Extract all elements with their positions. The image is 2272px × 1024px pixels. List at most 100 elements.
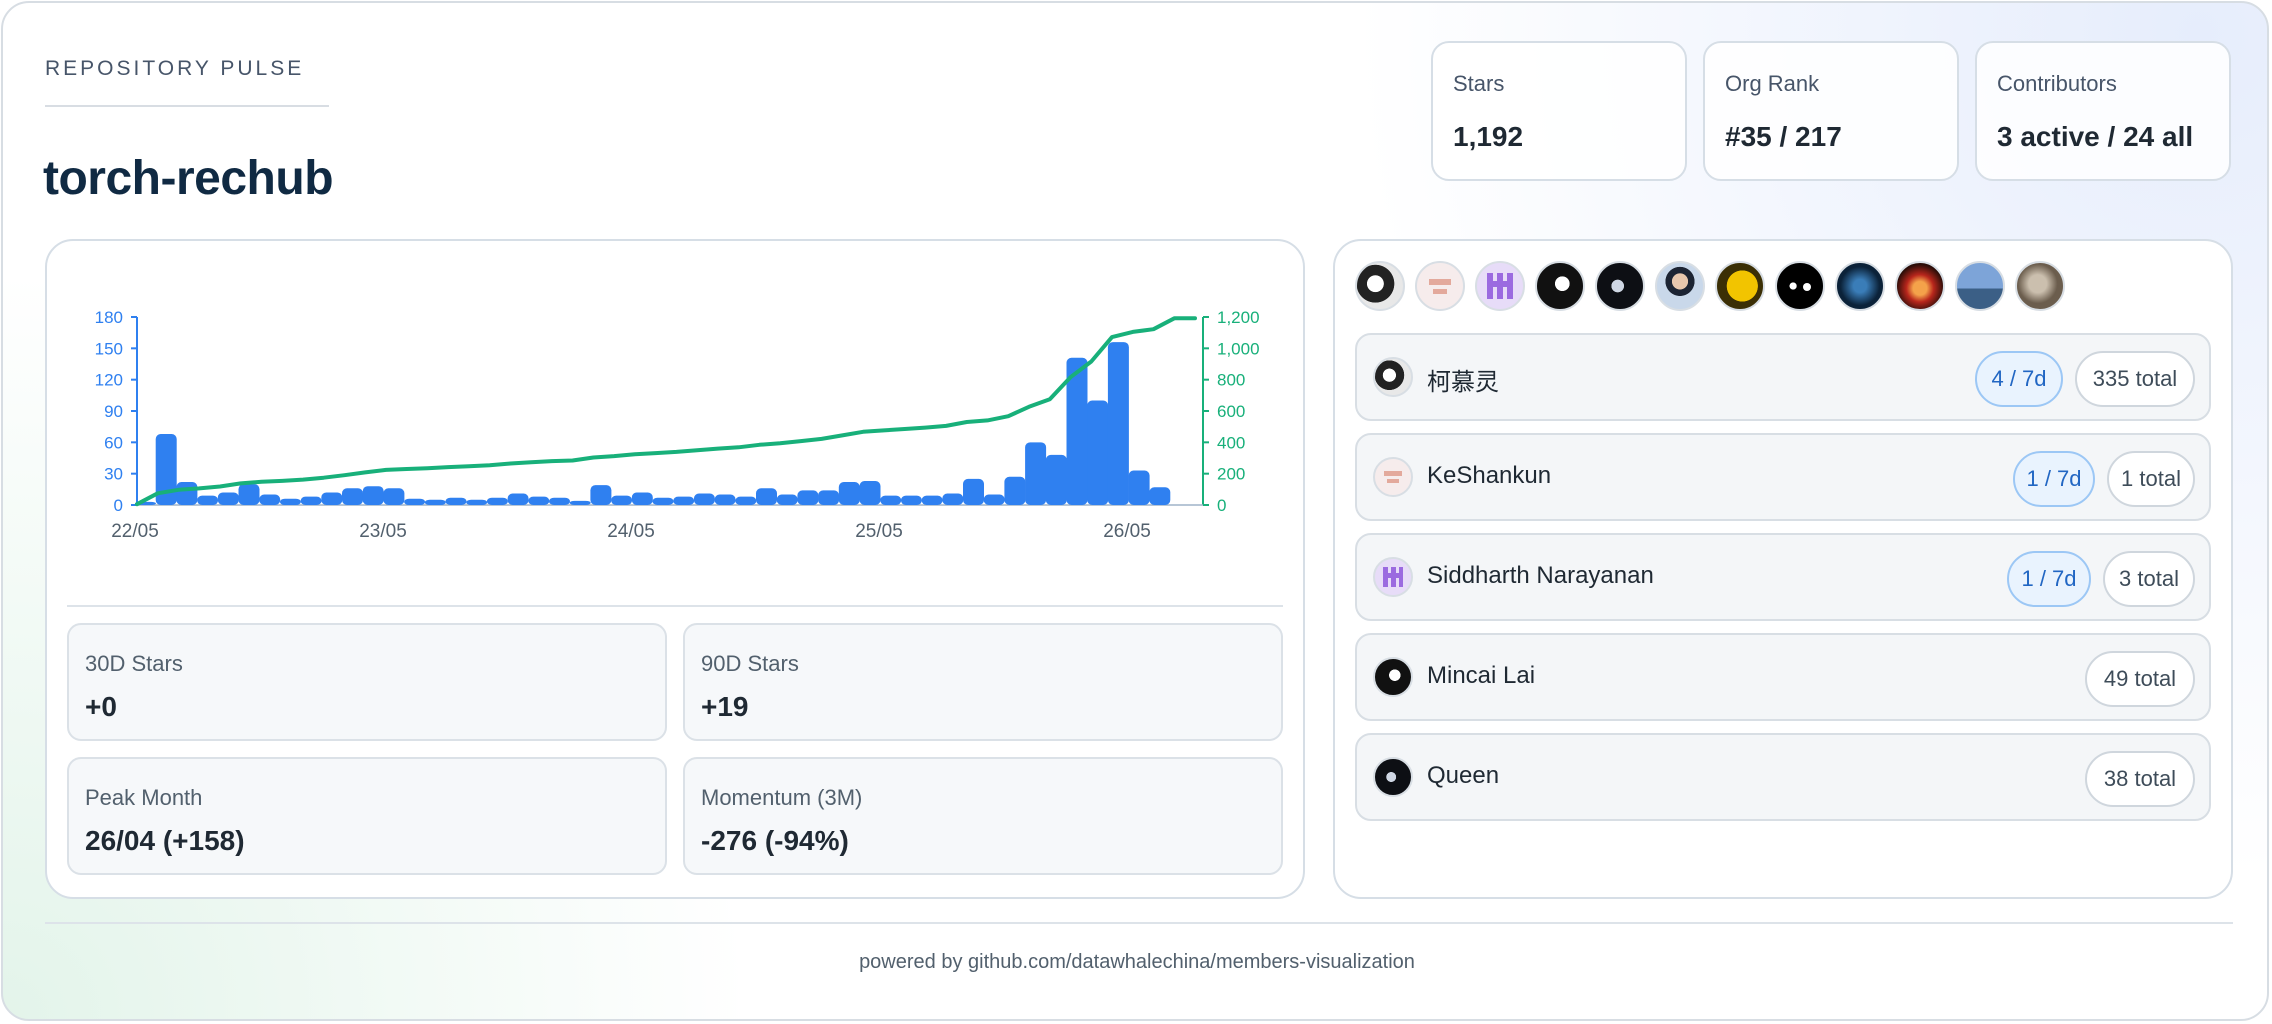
bar (404, 498, 426, 505)
bar (300, 496, 322, 505)
contributor-avatar[interactable] (1415, 261, 1465, 311)
right-axis-tick-label: 600 (1217, 402, 1245, 421)
stat-card-contributors: Contributors 3 active / 24 all (1975, 41, 2231, 181)
bar (259, 494, 281, 505)
bar (880, 495, 902, 505)
cumulative-stars-line (135, 316, 1197, 507)
bar (279, 498, 301, 505)
contributor-avatar (1373, 357, 1413, 397)
contributor-avatar[interactable] (1475, 261, 1525, 311)
contributor-avatar[interactable] (1355, 261, 1405, 311)
bar (1025, 442, 1047, 505)
metric-30d-stars: 30D Stars +0 (67, 623, 667, 741)
contributor-row[interactable]: 柯慕灵 4 / 7d 335 total (1355, 333, 2211, 421)
bar (569, 500, 591, 505)
contributor-avatar[interactable] (1955, 261, 2005, 311)
bar (155, 433, 177, 505)
stat-label: Org Rank (1725, 71, 1820, 96)
contributor-name: 柯慕灵 (1427, 369, 1499, 396)
contributor-avatar[interactable] (1715, 261, 1765, 311)
bar (383, 488, 405, 505)
bar (342, 488, 363, 505)
bar (1066, 357, 1088, 505)
bar (321, 492, 343, 505)
bar (921, 495, 943, 505)
bar (693, 493, 715, 505)
repo-title[interactable]: torch-rechub (43, 152, 334, 205)
contributor-avatar[interactable] (2015, 261, 2065, 311)
left-axis-tick-label: 60 (104, 433, 123, 452)
x-axis-tick-label: 26/05 (1103, 521, 1151, 542)
contributor-avatar[interactable] (1775, 261, 1825, 311)
left-axis-tick-label: 0 (114, 496, 123, 515)
bar (859, 480, 881, 505)
bar (818, 490, 840, 505)
weekly-commits-badge: 4 / 7d (1975, 351, 2063, 407)
contributor-avatar[interactable] (1655, 261, 1705, 311)
metric-momentum: Momentum (3M) -276 (-94%) (683, 757, 1283, 875)
weekly-commits-badge: 1 / 7d (2007, 551, 2091, 607)
chart-divider (67, 605, 1283, 607)
left-axis-tick-label: 180 (95, 308, 123, 327)
contributor-avatar[interactable] (1835, 261, 1885, 311)
bar (590, 485, 612, 505)
total-commits-badge: 49 total (2085, 651, 2195, 707)
left-axis-tick-label: 90 (104, 402, 123, 421)
left-axis-tick-label: 150 (95, 339, 123, 358)
bar (528, 496, 550, 505)
contributor-row[interactable]: Mincai Lai 49 total (1355, 633, 2211, 721)
bar (611, 495, 633, 505)
contributor-name: KeShankun (1427, 462, 1552, 489)
bar (424, 499, 446, 505)
right-axis-tick-label: 800 (1217, 371, 1245, 390)
x-axis-tick-label: 25/05 (855, 521, 903, 542)
right-axis-tick-label: 1,000 (1217, 339, 1260, 358)
eyebrow-divider (45, 105, 329, 107)
metric-value: -276 (-94%) (701, 825, 849, 856)
contributor-row[interactable]: Siddharth Narayanan 1 / 7d 3 total (1355, 533, 2211, 621)
stars-history-chart: 0 30 60 90 120 150 180 0 200 400 600 800 1,000 1,200 2… (95, 308, 1260, 542)
contributor-name: Mincai Lai (1427, 662, 1536, 689)
metric-label: Momentum (3M) (701, 785, 863, 810)
total-commits-badge: 38 total (2085, 751, 2195, 807)
total-commits-badge: 1 total (2107, 451, 2195, 507)
contributor-avatar[interactable] (1895, 261, 1945, 311)
left-axis-tick-label: 30 (104, 465, 123, 484)
bar (1149, 487, 1171, 505)
stat-card-org-rank: Org Rank #35 / 217 (1703, 41, 1959, 181)
right-axis-tick-label: 1,200 (1217, 308, 1260, 327)
total-commits-badge: 335 total (2075, 351, 2195, 407)
bar (797, 490, 819, 505)
stat-value: 3 active / 24 all (1997, 121, 2194, 152)
bar (942, 493, 964, 505)
bar (963, 478, 984, 505)
x-axis-tick-label: 24/05 (607, 521, 655, 542)
bar (362, 486, 384, 505)
contributor-avatar (1373, 657, 1413, 697)
contributor-avatar[interactable] (1595, 261, 1645, 311)
bar (549, 497, 570, 505)
bar (176, 482, 198, 505)
bar (1107, 342, 1129, 505)
metric-label: 30D Stars (85, 651, 183, 676)
bar (673, 496, 695, 505)
stat-value: 1,192 (1453, 121, 1524, 152)
contributor-row[interactable]: Queen 38 total (1355, 733, 2211, 821)
contributor-name: Siddharth Narayanan (1427, 562, 1654, 589)
bar (776, 494, 798, 505)
weekly-commits-badge: 1 / 7d (2013, 451, 2095, 507)
metric-value: 26/04 (+158) (85, 825, 245, 856)
bar (1004, 476, 1026, 505)
bar (1128, 470, 1150, 505)
x-axis-tick-label: 23/05 (359, 521, 407, 542)
metric-90d-stars: 90D Stars +19 (683, 623, 1283, 741)
bar (507, 493, 529, 505)
bar (631, 492, 653, 505)
total-commits-badge: 3 total (2103, 551, 2195, 607)
contributor-avatar[interactable] (1535, 261, 1585, 311)
bar (900, 495, 922, 505)
contributor-row[interactable]: KeShankun 1 / 7d 1 total (1355, 433, 2211, 521)
right-axis-tick-label: 400 (1217, 433, 1245, 452)
contributor-avatar (1373, 557, 1413, 597)
metric-value: +19 (701, 691, 749, 722)
